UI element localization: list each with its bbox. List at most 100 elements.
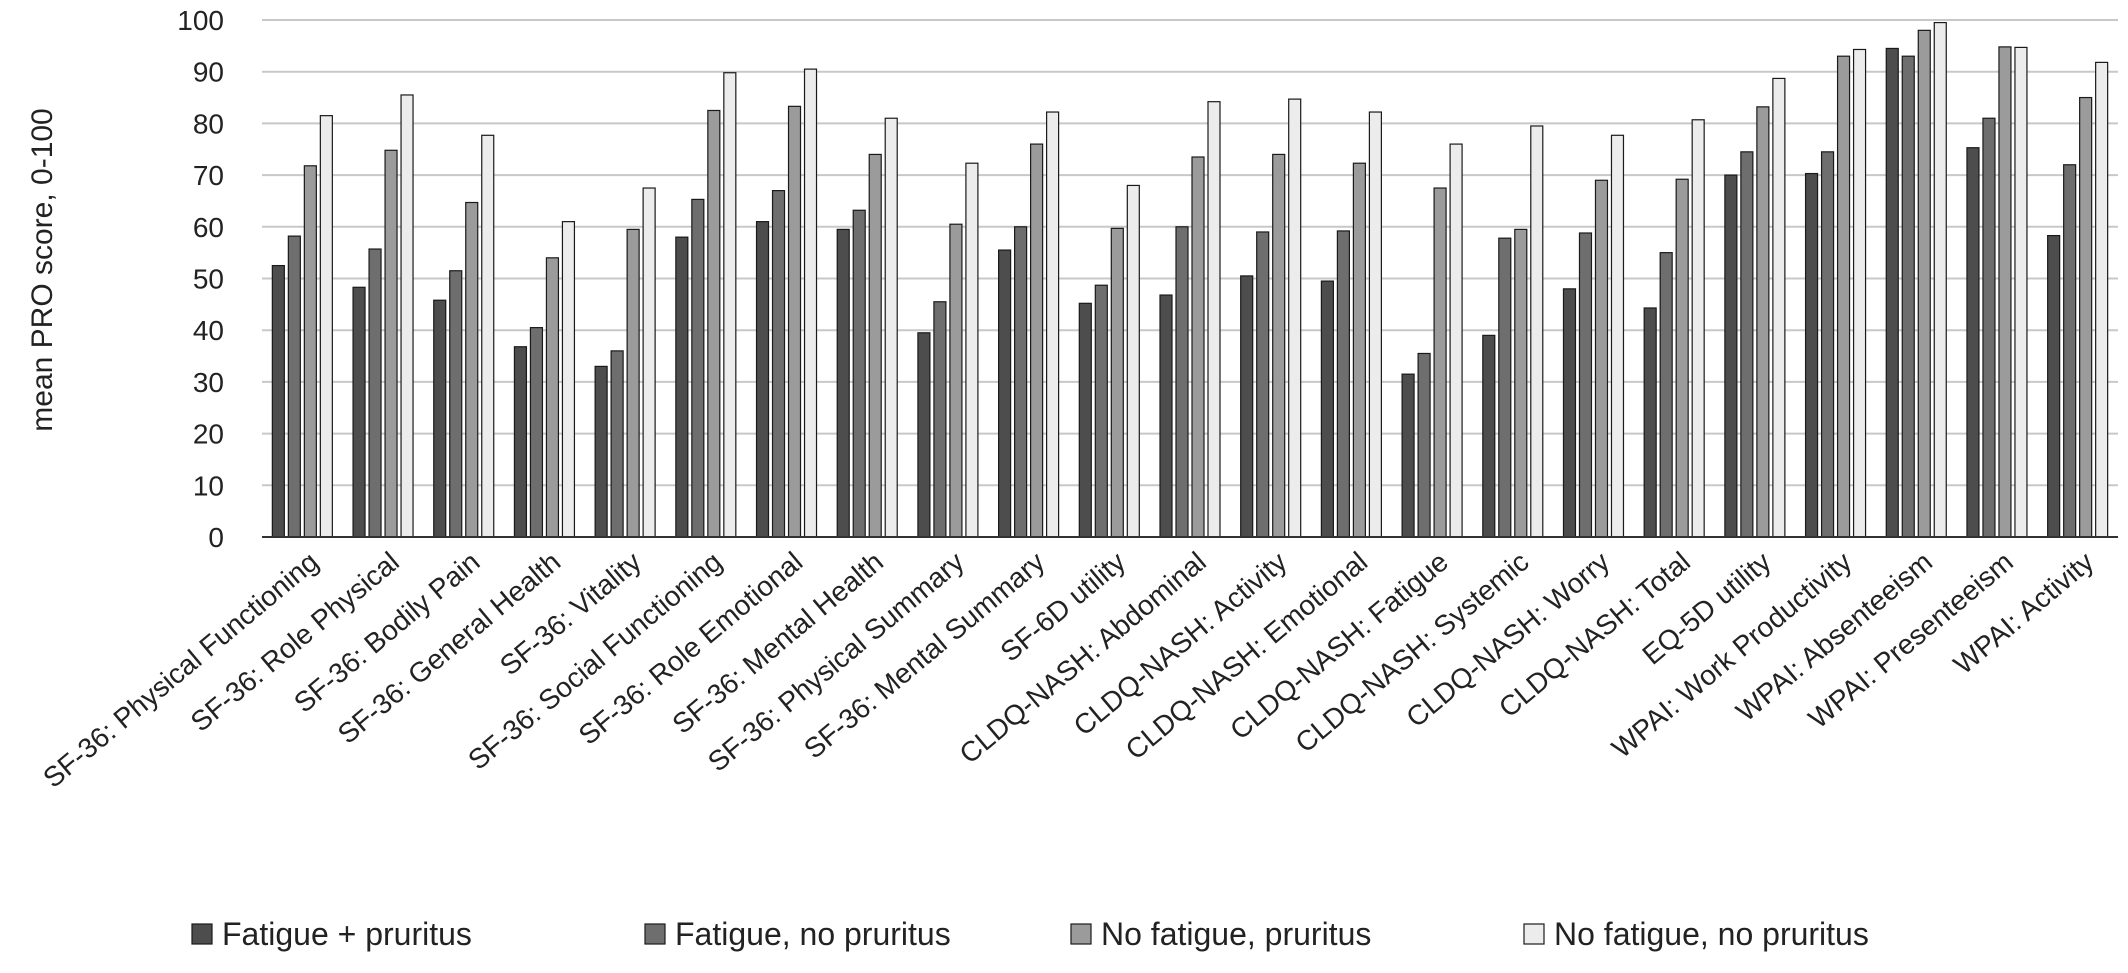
- y-tick-label: 40: [193, 315, 224, 346]
- bar: [1368, 111, 1382, 538]
- bar: [723, 72, 737, 538]
- bar: [868, 153, 882, 538]
- legend-label: No fatigue, pruritus: [1101, 916, 1371, 952]
- bar: [400, 94, 414, 538]
- bar: [642, 187, 656, 538]
- bar: [352, 286, 366, 538]
- bars: [271, 21, 2109, 538]
- bar: [1288, 98, 1302, 538]
- bar: [1191, 156, 1205, 538]
- bar: [1530, 125, 1544, 538]
- bar: [2095, 61, 2109, 538]
- bar: [1820, 151, 1835, 538]
- bar: [2063, 164, 2077, 538]
- y-tick-label: 30: [193, 367, 224, 398]
- bar: [1836, 55, 1851, 538]
- bar: [1610, 134, 1625, 538]
- bar: [836, 228, 850, 538]
- bar: [1659, 252, 1673, 538]
- legend-swatch: [644, 923, 666, 945]
- y-tick-label: 0: [208, 522, 224, 553]
- legend-swatch: [1523, 923, 1545, 945]
- y-tick-label: 60: [193, 212, 224, 243]
- bar: [384, 149, 398, 538]
- bar: [1562, 288, 1577, 538]
- bar: [1256, 231, 1270, 538]
- y-tick-label: 70: [193, 160, 224, 191]
- bar: [1804, 172, 1819, 538]
- y-tick-label: 50: [193, 264, 224, 295]
- bar: [1691, 119, 1705, 538]
- bar: [707, 109, 721, 538]
- bar: [1772, 77, 1786, 538]
- bar: [787, 105, 802, 538]
- bar: [1449, 143, 1463, 538]
- bar: [1998, 46, 2012, 538]
- bar: [1014, 226, 1028, 538]
- bar: [1433, 187, 1447, 538]
- bar: [2047, 234, 2061, 538]
- legend-item: Fatigue + pruritus: [191, 916, 472, 952]
- bar: [1643, 307, 1657, 538]
- bar: [1740, 151, 1754, 538]
- legend-item: Fatigue, no pruritus: [644, 916, 951, 952]
- bar: [1336, 230, 1350, 538]
- bar: [1482, 334, 1496, 538]
- bar: [1207, 101, 1221, 538]
- bar: [917, 332, 931, 538]
- bar: [1578, 232, 1593, 538]
- legend-label: Fatigue, no pruritus: [675, 916, 951, 952]
- bar: [691, 198, 705, 538]
- bar: [433, 299, 447, 538]
- bar: [1852, 48, 1867, 538]
- y-tick-label: 80: [193, 108, 224, 139]
- bar: [1756, 106, 1770, 538]
- bar: [1030, 143, 1044, 538]
- x-tick-label: WPAI: Activity: [1948, 546, 2100, 680]
- bar: [610, 350, 624, 538]
- bar: [1352, 162, 1366, 538]
- bar: [287, 235, 301, 538]
- bar: [2079, 96, 2093, 538]
- bar: [1401, 373, 1415, 538]
- bar: [933, 301, 947, 538]
- legend-item: No fatigue, no pruritus: [1523, 916, 1869, 952]
- y-tick-label: 100: [177, 5, 224, 36]
- bar: [1901, 55, 1915, 538]
- bar: [1272, 153, 1286, 538]
- bar: [529, 327, 544, 538]
- bar: [1982, 117, 1996, 538]
- bar: [319, 115, 333, 538]
- bar: [965, 162, 979, 538]
- y-tick-label: 20: [193, 419, 224, 450]
- bar: [1046, 111, 1060, 538]
- legend-swatch: [1070, 923, 1092, 945]
- bar: [1885, 47, 1899, 538]
- bar: [481, 134, 495, 538]
- bar: [771, 190, 786, 538]
- bar: [1514, 228, 1528, 538]
- bar: [449, 270, 463, 538]
- bar: [1126, 184, 1140, 538]
- legend-item: No fatigue, pruritus: [1070, 916, 1371, 952]
- bar: [1917, 29, 1931, 538]
- bar: [368, 248, 382, 538]
- bar: [271, 264, 285, 538]
- bar: [545, 257, 560, 538]
- bar: [561, 221, 576, 538]
- bar: [1724, 174, 1738, 538]
- bar: [626, 228, 640, 538]
- y-axis-title: mean PRO score, 0-100: [26, 108, 59, 431]
- y-axis-ticks: 0 10 20 30 40 50 60 70 80 90 100: [177, 5, 224, 553]
- legend-label: Fatigue + pruritus: [222, 916, 472, 952]
- bar: [2014, 46, 2028, 538]
- bar: [1320, 280, 1334, 538]
- bar: [1240, 275, 1254, 538]
- bar: [803, 68, 818, 538]
- bar: [1417, 352, 1431, 538]
- bar: [594, 365, 608, 538]
- bar: [1175, 226, 1189, 538]
- y-tick-label: 10: [193, 470, 224, 501]
- bar: [852, 209, 866, 538]
